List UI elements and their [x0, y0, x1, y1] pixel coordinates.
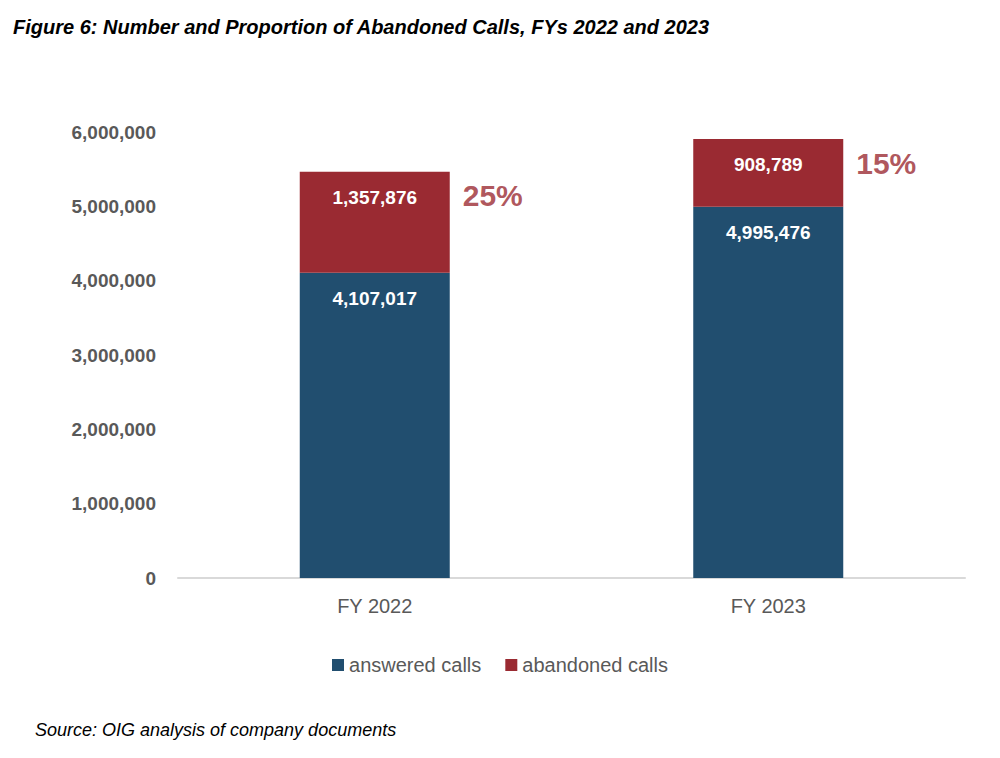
svg-text:Figure 6: Number and Proportio: Figure 6: Number and Proportion of Aband… [13, 16, 709, 38]
svg-text:4,000,000: 4,000,000 [71, 270, 156, 291]
svg-text:3,000,000: 3,000,000 [71, 345, 156, 366]
svg-text:5,000,000: 5,000,000 [71, 196, 156, 217]
svg-text:1,357,876: 1,357,876 [332, 187, 417, 208]
svg-text:4,107,017: 4,107,017 [332, 288, 417, 309]
svg-text:15%: 15% [856, 147, 916, 180]
svg-text:Source: OIG analysis of compan: Source: OIG analysis of company document… [35, 720, 396, 740]
svg-text:2,000,000: 2,000,000 [71, 419, 156, 440]
svg-text:908,789: 908,789 [734, 154, 803, 175]
svg-text:FY 2023: FY 2023 [731, 595, 806, 617]
svg-text:6,000,000: 6,000,000 [71, 122, 156, 143]
svg-text:0: 0 [145, 568, 156, 589]
svg-text:4,995,476: 4,995,476 [726, 222, 811, 243]
svg-text:abandoned calls: abandoned calls [522, 654, 668, 676]
svg-text:FY 2022: FY 2022 [337, 595, 412, 617]
svg-text:1,000,000: 1,000,000 [71, 493, 156, 514]
svg-text:25%: 25% [463, 179, 523, 212]
svg-text:answered calls: answered calls [349, 654, 481, 676]
